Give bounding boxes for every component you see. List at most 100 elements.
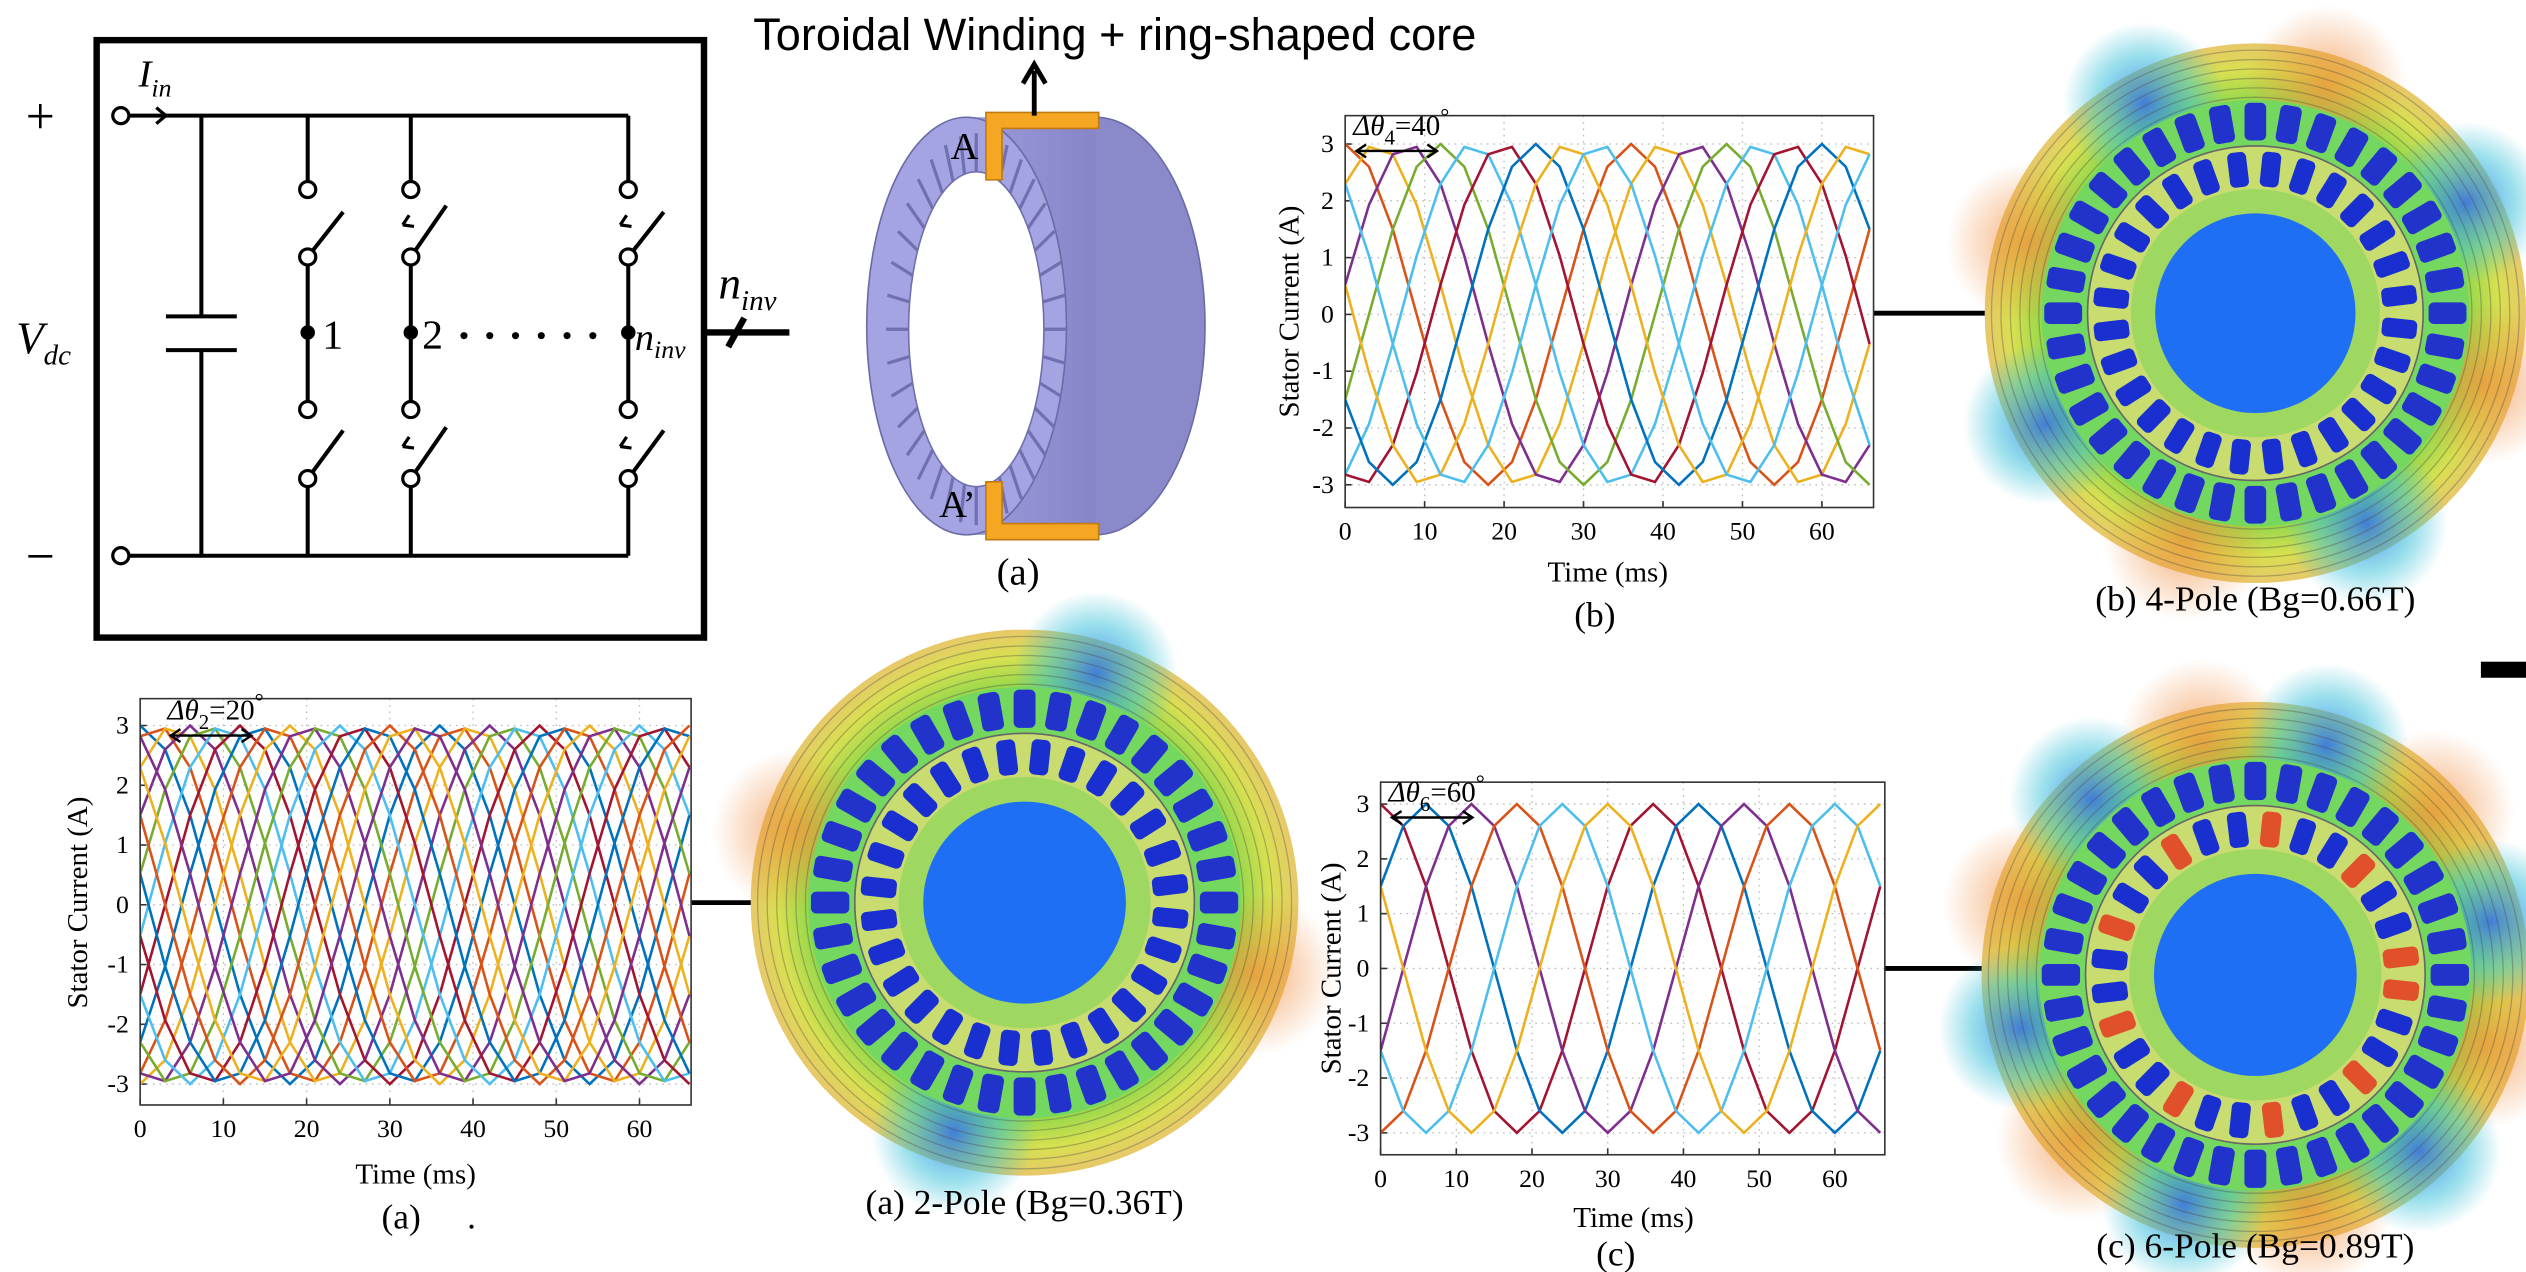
stator-slot (2383, 171, 2422, 209)
x-tick-label: 0 (1339, 517, 1352, 546)
x-tick-label: 20 (1491, 517, 1517, 546)
rotor-slot (2341, 853, 2376, 888)
x-tick-label: 30 (1571, 517, 1597, 546)
y-tick-label: 0 (1321, 299, 1334, 328)
rotor-slot (2114, 222, 2151, 253)
switches (306, 204, 666, 480)
stator-slot (2043, 995, 2084, 1022)
flux-contour (2000, 58, 2511, 568)
rotor-slot (2091, 981, 2129, 1004)
rotor-slot (2195, 431, 2222, 468)
flux-contour (1997, 717, 2514, 1233)
x-tick-label: 60 (1822, 1164, 1848, 1193)
series-line (1345, 142, 1871, 487)
rotor-slot (2136, 399, 2171, 433)
stator-slot (2417, 1025, 2459, 1057)
switch-arrows (401, 214, 632, 450)
rotor-slot (2113, 1037, 2150, 1070)
series-group (1345, 142, 1871, 487)
rotor-slot (2342, 1060, 2377, 1095)
y-tick-label: 2 (116, 770, 129, 799)
tooth (890, 260, 914, 277)
rotor-slot (2360, 373, 2397, 405)
stator-slot (2174, 113, 2205, 154)
stator-slot (2306, 772, 2338, 813)
plot-frame (139, 697, 692, 1106)
stator-slot (2305, 113, 2337, 154)
y-tick-label: 2 (1321, 186, 1334, 215)
x-tick-label: 50 (1746, 1164, 1772, 1193)
rotor-slot (2382, 946, 2420, 969)
flux-contour (2028, 87, 2482, 540)
caption: (a) (381, 1197, 420, 1237)
flux-contour (785, 664, 1264, 1141)
stator-slot (1013, 689, 1036, 728)
rotor-slot (1144, 839, 1181, 867)
flux-contour (756, 635, 1293, 1170)
series-group (1380, 802, 1882, 1135)
stator-slot (1196, 923, 1236, 950)
inverter-circuit: + − Iin Vdc 1 2 ninv ninv (16, 36, 790, 641)
stator-slot (2275, 1145, 2303, 1186)
rotor-slot (2115, 375, 2152, 407)
stator-slot (881, 1031, 919, 1071)
stator-slot (2244, 485, 2267, 524)
stator-slot (942, 700, 974, 741)
stator-slot (2417, 893, 2459, 924)
tooth (1026, 429, 1047, 457)
rotor-slot (2192, 818, 2220, 856)
flux-arrow (1020, 59, 1048, 116)
annotation-text: =60 (1430, 776, 1475, 808)
flux-contour (776, 654, 1274, 1151)
rotor-slot (1131, 963, 1168, 995)
rotor-slot (2259, 811, 2282, 848)
rotor-slot (2374, 912, 2412, 940)
x-axis-label: Time (ms) (1547, 556, 1668, 588)
stator-slot (1131, 734, 1169, 774)
stator-slot (2066, 1054, 2108, 1089)
rotor-slot (1152, 907, 1189, 929)
stator-slot (1104, 1050, 1139, 1091)
superscript: ° (255, 688, 264, 713)
y-tick-label: 0 (1356, 954, 1369, 983)
stator-slot (1172, 788, 1214, 823)
rotor-slot (1086, 760, 1118, 797)
x-tick-label: 10 (1412, 517, 1438, 546)
stator-slot (2052, 1025, 2093, 1057)
stator-slot (2111, 806, 2149, 846)
flux-contour (2038, 96, 2473, 530)
series-line (140, 726, 691, 1083)
annotation-text: =40 (1395, 110, 1440, 142)
minus-sign: − (26, 528, 55, 585)
rotor-slot (1144, 936, 1182, 964)
y-tick-label: -3 (1348, 1118, 1369, 1147)
stator-slot (821, 953, 863, 985)
stator-slot (2403, 1054, 2444, 1089)
stator-slot (821, 821, 863, 852)
rotor-slot (2375, 1008, 2413, 1036)
x-tick-label: 50 (543, 1114, 569, 1143)
flux-contour (2016, 736, 2495, 1214)
caption: (b) 4-Pole (Bg=0.66T) (2095, 578, 2415, 618)
flux-contour (2009, 68, 2501, 559)
series-line (140, 726, 691, 1083)
stator-slot (2403, 860, 2444, 895)
y-tick-label: -2 (1312, 413, 1333, 442)
tooth (1042, 293, 1066, 304)
stator-slot (2111, 1103, 2149, 1143)
stator-slot (2424, 333, 2465, 360)
rotor-slot (1029, 739, 1051, 776)
series-line (140, 723, 691, 1086)
symbol: Δθ (1352, 110, 1384, 142)
rails (128, 113, 629, 558)
toroidal-core: A A’ (a) (865, 59, 1206, 594)
rotor-slot (860, 876, 898, 899)
tooth (905, 429, 926, 457)
rotor-slot (2093, 287, 2130, 309)
superscript: ° (1440, 104, 1449, 129)
stator-slot (2244, 1149, 2267, 1188)
stator-slot (2054, 232, 2095, 263)
rotor-slot (2381, 317, 2418, 339)
